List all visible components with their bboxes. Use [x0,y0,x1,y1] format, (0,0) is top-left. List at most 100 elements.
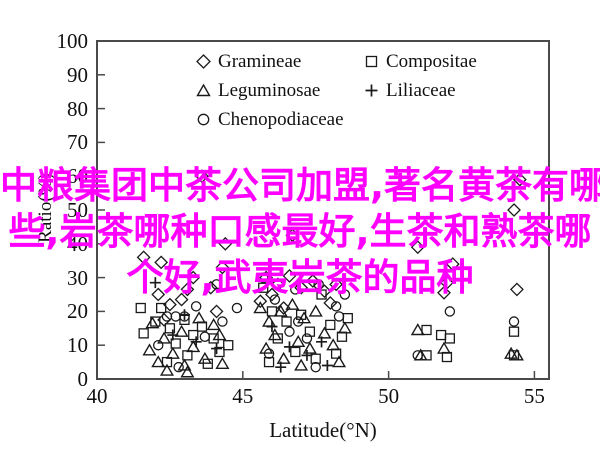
y-tick-label: 10 [67,333,88,358]
marker-chenopodiaceae [179,311,190,322]
marker-leguminosae [165,346,180,359]
x-tick-label: 55 [523,384,545,408]
marker-chenopodiaceae [217,316,228,327]
marker-chenopodiaceae [231,302,243,314]
marker-gramineae [180,282,195,297]
marker-chenopodiaceae [190,301,202,312]
marker-liliaceae [167,329,179,341]
y-tick-label: 60 [67,164,88,189]
marker-leguminosae [262,314,277,327]
marker-leguminosae [291,334,306,348]
marker-liliaceae [178,309,190,321]
marker-leguminosae [504,346,519,359]
marker-chenopodiaceae [310,361,321,373]
marker-chenopodiaceae [508,316,520,327]
marker-chenopodiaceae [330,301,342,312]
x-tick-label: 50 [378,384,400,408]
marker-leguminosae [206,318,221,331]
seo-text-overlay: 中粮集团中茶公司加盟,著名黄茶有哪 些,岩茶哪种口感最好,生茶和熟茶哪 个好,武… [0,163,600,301]
marker-leguminosae [273,304,288,317]
marker-compositae [263,356,275,368]
marker-gramineae [162,297,177,312]
marker-compositae [188,329,199,341]
legend-item-gramineae: Gramineae [196,47,364,76]
marker-leguminosae [302,341,317,354]
marker-chenopodiaceae [263,348,275,359]
diamond-icon [196,54,211,69]
marker-liliaceae [149,277,161,289]
marker-leguminosae [186,339,201,353]
marker-compositae [138,328,149,339]
marker-leguminosae [337,321,352,334]
marker-compositae [316,289,327,300]
marker-leguminosae [276,351,291,364]
marker-gramineae [305,274,320,288]
marker-gramineae [437,285,451,300]
marker-chenopodiaceae [444,306,456,317]
marker-chenopodiaceae [211,279,222,290]
marker-chenopodiaceae [170,311,181,322]
plus-icon [365,84,378,97]
y-tick-label: 70 [67,130,88,155]
x-tick-label: 45 [232,384,254,408]
marker-leguminosae [285,297,300,310]
y-tick-label: 50 [67,198,88,222]
marker-leguminosae [174,324,189,337]
marker-gramineae [218,236,233,251]
marker-leguminosae [177,358,192,371]
y-tick-label: 90 [67,62,88,87]
marker-liliaceae [283,341,295,353]
marker-leguminosae [509,348,524,361]
marker-gramineae [136,250,151,265]
marker-leguminosae [267,328,282,341]
marker-compositae [196,321,208,332]
marker-compositae [336,331,348,342]
marker-compositae [164,323,176,334]
legend-label: Leguminosae [218,79,321,101]
marker-gramineae [186,270,201,285]
marker-compositae [290,346,301,358]
marker-compositae [281,316,292,327]
marker-leguminosae [413,348,428,361]
marker-gramineae [440,275,454,290]
marker-compositae [435,329,447,341]
overlay-line-1: 中粮集团中茶公司加盟,著名黄茶有哪 [0,164,600,207]
marker-liliaceae [301,349,313,361]
marker-compositae [214,346,225,358]
legend-label: Liliaceae [386,79,456,101]
square-icon [365,55,378,68]
marker-leguminosae [332,355,347,368]
y-tick-label: 20 [67,299,88,324]
y-tick-label: 30 [67,265,88,290]
marker-gramineae [154,255,169,270]
marker-compositae [304,326,316,337]
marker-chenopodiaceae [173,361,184,373]
marker-compositae [310,353,321,364]
legend-item-compositae: Compositae [364,47,477,76]
marker-gramineae [410,240,425,255]
marker-gramineae [329,277,344,292]
y-tick-label: 100 [56,29,89,53]
legend-item-liliaceae: Liliaceae [364,76,477,105]
marker-leguminosae [159,363,175,376]
marker-compositae [266,306,278,317]
marker-gramineae [507,203,521,217]
marker-liliaceae [321,359,333,371]
marker-leguminosae [180,365,195,378]
legend-label: Compositae [386,50,477,72]
marker-gramineae [270,277,285,292]
legend-label: Gramineae [218,50,302,72]
triangle-icon [196,83,211,97]
marker-gramineae [323,296,338,310]
marker-gramineae [203,280,218,295]
marker-gramineae [215,260,230,275]
legend-item-leguminosae: Leguminosae [196,76,364,105]
marker-leguminosae [212,328,227,341]
marker-chenopodiaceae [412,350,424,361]
marker-leguminosae [142,343,157,356]
marker-leguminosae [253,301,268,314]
marker-gramineae [510,282,524,297]
marker-gramineae [512,172,527,187]
marker-compositae [441,351,453,363]
